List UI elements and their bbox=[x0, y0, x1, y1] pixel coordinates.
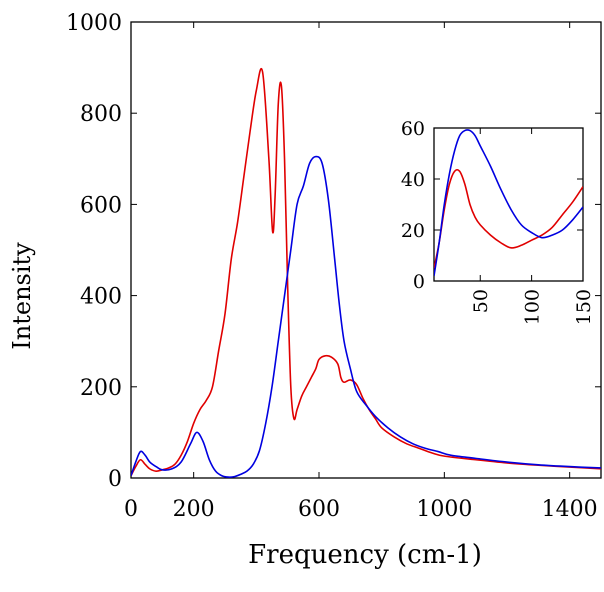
x-axis-label: Frequency (cm-1) bbox=[248, 540, 482, 570]
inset-y-tick-label: 40 bbox=[401, 169, 425, 191]
main-series-line-li-water bbox=[131, 155, 601, 478]
main-x-tick-label: 600 bbox=[298, 497, 340, 522]
main-y-tick-label: 400 bbox=[80, 285, 122, 310]
main-series-line-li-ec bbox=[131, 68, 601, 477]
main-x-tick-label: 200 bbox=[173, 497, 215, 522]
main-y-tick-label: 200 bbox=[80, 376, 122, 401]
inset-x-tick-label: 150 bbox=[573, 289, 595, 325]
y-axis-label: Intensity bbox=[8, 242, 36, 350]
x-axis-label-name: Frequency bbox=[248, 540, 389, 570]
main-y-tick-label: 0 bbox=[108, 467, 122, 492]
inset-series-line-li-ec bbox=[434, 168, 583, 269]
main-x-tick-label: 1000 bbox=[416, 497, 472, 522]
inset-x-tick-label: 50 bbox=[470, 289, 492, 313]
inset-y-tick-label: 60 bbox=[401, 118, 425, 140]
inset-y-tick-label: 20 bbox=[401, 220, 425, 242]
main-x-tick-label: 1400 bbox=[542, 497, 598, 522]
inset-x-tick-label: 100 bbox=[522, 289, 544, 325]
inset-y-tick-label: 0 bbox=[413, 271, 425, 293]
main-x-tick-label: 0 bbox=[124, 497, 138, 522]
main-y-tick-label: 600 bbox=[80, 193, 122, 218]
inset-series-line-li-water bbox=[434, 129, 583, 277]
x-axis-label-unit: (cm-1) bbox=[397, 540, 482, 570]
main-y-tick-label: 1000 bbox=[66, 11, 122, 36]
main-y-tick-label: 800 bbox=[80, 102, 122, 127]
